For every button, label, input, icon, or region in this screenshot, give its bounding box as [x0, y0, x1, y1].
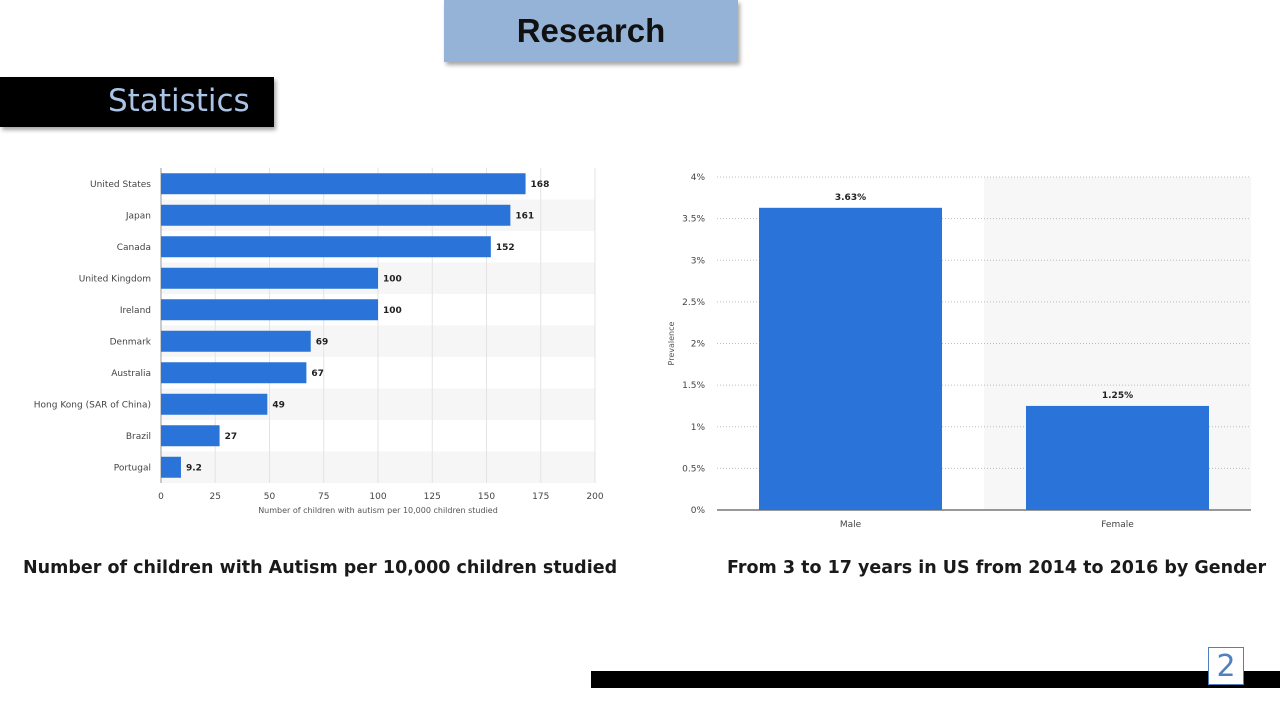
- bar-3: [161, 267, 378, 289]
- value-label: 67: [311, 369, 324, 379]
- category-label: United Kingdom: [79, 274, 151, 284]
- prevalence-by-gender-chart: 0% 0.5% 1% 1.5% 2% 2.5% 3% 3.5% 4% 3.63% Male 1.25%…: [660, 155, 1262, 535]
- bar-2: [161, 236, 491, 258]
- y-tick-label: 1%: [691, 423, 706, 433]
- bar-0: [161, 173, 526, 195]
- value-label: 1.25%: [1102, 391, 1133, 401]
- bar-7: [161, 393, 268, 415]
- x-tick-label: 200: [586, 492, 603, 502]
- value-label: 69: [316, 337, 329, 347]
- bar-6: [161, 362, 307, 384]
- slide-title-box: Research: [444, 0, 738, 62]
- page-number: 2: [1208, 647, 1244, 685]
- left-chart-caption: Number of children with Autism per 10,00…: [23, 558, 618, 578]
- value-label: 49: [272, 400, 285, 410]
- bar-9: [161, 456, 181, 478]
- footer-bar: [591, 671, 1280, 688]
- value-label: 3.63%: [835, 193, 866, 203]
- value-label: 100: [383, 274, 402, 284]
- x-tick-label: 25: [210, 492, 221, 502]
- value-label: 161: [515, 211, 534, 221]
- y-tick-label: 4%: [691, 173, 706, 183]
- bar-5: [161, 330, 311, 352]
- section-header-box: Statistics: [0, 77, 274, 127]
- y-tick-label: 0%: [691, 506, 706, 516]
- value-label: 9.2: [186, 463, 202, 473]
- x-tick-label: 175: [532, 492, 549, 502]
- category-label: Japan: [125, 211, 151, 221]
- y-tick-label: 2%: [691, 340, 706, 350]
- x-tick-label: 125: [424, 492, 441, 502]
- bar-4: [161, 299, 378, 321]
- x-tick-label: 50: [264, 492, 276, 502]
- section-header: Statistics: [108, 83, 250, 119]
- y-tick-label: 3%: [691, 256, 706, 266]
- category-label: Brazil: [126, 432, 151, 442]
- category-label: Canada: [117, 243, 151, 253]
- value-label: 168: [531, 180, 550, 190]
- right-chart-caption: From 3 to 17 years in US from 2014 to 20…: [727, 558, 1267, 578]
- category-label: Hong Kong (SAR of China): [34, 400, 151, 410]
- x-tick-label: 150: [478, 492, 495, 502]
- category-label: Ireland: [120, 306, 151, 316]
- x-tick-label: 75: [318, 492, 329, 502]
- bar-8: [161, 425, 220, 447]
- value-label: 27: [225, 432, 238, 442]
- y-tick-label: 3.5%: [682, 215, 705, 225]
- y-tick-label: 2.5%: [682, 298, 705, 308]
- y-axis-title: Prevalence: [667, 321, 676, 365]
- x-axis-title: Number of children with autism per 10,00…: [258, 506, 498, 515]
- bar-1: [161, 204, 511, 226]
- y-tick-label: 0.5%: [682, 464, 705, 474]
- autism-by-country-chart: 0 25 50 75 100 125 150 175 200 United States 168 Ja…: [20, 155, 620, 525]
- x-tick-label: 0: [158, 492, 164, 502]
- category-label: Australia: [111, 369, 151, 379]
- bar-male: [759, 207, 942, 511]
- value-label: 152: [496, 243, 515, 253]
- category-label: United States: [90, 180, 151, 190]
- category-label: Female: [1101, 520, 1134, 530]
- x-tick-label: 100: [369, 492, 386, 502]
- bar-female: [1026, 405, 1209, 510]
- y-tick-label: 1.5%: [682, 381, 705, 391]
- category-label: Portugal: [114, 463, 151, 473]
- slide-title: Research: [516, 12, 666, 49]
- category-label: Denmark: [110, 337, 152, 347]
- value-label: 100: [383, 306, 402, 316]
- autism-by-country-svg: 0 25 50 75 100 125 150 175 200 United States 168 Ja…: [34, 168, 604, 515]
- prevalence-by-gender-svg: 0% 0.5% 1% 1.5% 2% 2.5% 3% 3.5% 4% 3.63% Male 1.25%…: [667, 173, 1251, 530]
- category-label: Male: [840, 520, 862, 530]
